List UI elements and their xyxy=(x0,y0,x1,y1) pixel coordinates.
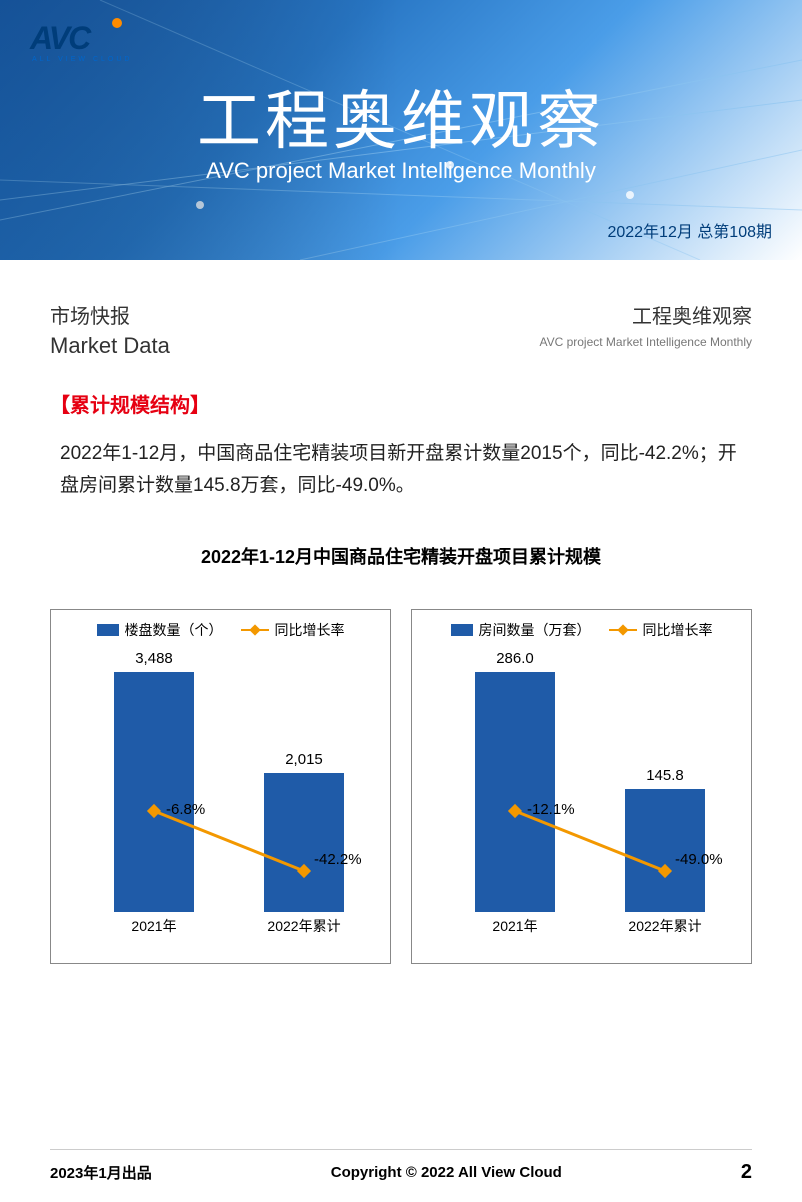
footer-date: 2023年1月出品 xyxy=(50,1162,152,1183)
legend-bar: 楼盘数量（个） xyxy=(97,620,223,640)
chart-line-overlay xyxy=(420,646,743,936)
banner-title: 工程奥维观察 xyxy=(0,70,802,162)
legend-line-swatch xyxy=(609,629,637,631)
growth-label: -6.8% xyxy=(166,801,205,818)
header-row: 市场快报 Market Data 工程奥维观察 AVC project Mark… xyxy=(50,300,752,359)
legend-bar-label: 楼盘数量（个） xyxy=(125,620,223,640)
logo-subtext: ALL VIEW CLOUD xyxy=(32,56,132,63)
chart-legend: 楼盘数量（个） 同比增长率 xyxy=(59,620,382,640)
legend-line: 同比增长率 xyxy=(609,620,713,640)
legend-line-swatch xyxy=(241,629,269,631)
footer-page: 2 xyxy=(741,1161,752,1184)
legend-bar: 房间数量（万套） xyxy=(451,620,591,640)
growth-label: -49.0% xyxy=(675,851,723,868)
legend-bar-swatch xyxy=(451,624,473,636)
footer-divider xyxy=(50,1149,752,1150)
chart-line-overlay xyxy=(59,646,382,936)
market-data-cn: 市场快报 xyxy=(50,300,170,329)
brand-cn: 工程奥维观察 xyxy=(539,300,752,329)
legend-line-label: 同比增长率 xyxy=(275,620,345,640)
section-title: 【累计规模结构】 xyxy=(50,389,752,418)
header-left: 市场快报 Market Data xyxy=(50,300,170,359)
chart-right: 房间数量（万套）同比增长率286.02021年145.82022年累计-12.1… xyxy=(411,609,752,964)
legend-bar-label: 房间数量（万套） xyxy=(479,620,591,640)
chart-left: 楼盘数量（个）同比增长率3,4882021年2,0152022年累计-6.8%-… xyxy=(50,609,391,964)
content: 市场快报 Market Data 工程奥维观察 AVC project Mark… xyxy=(0,260,802,964)
banner-subtitle: AVC project Market Intelligence Monthly xyxy=(0,158,802,184)
banner: AVC ALL VIEW CLOUD 工程奥维观察 AVC project Ma… xyxy=(0,0,802,260)
legend-line: 同比增长率 xyxy=(241,620,345,640)
logo-dot-icon xyxy=(112,18,122,28)
legend-bar-swatch xyxy=(97,624,119,636)
footer-copyright: Copyright © 2022 All View Cloud xyxy=(152,1164,741,1181)
body-paragraph: 2022年1-12月，中国商品住宅精装项目新开盘累计数量2015个，同比-42.… xyxy=(50,438,752,503)
growth-label: -42.2% xyxy=(314,851,362,868)
logo-text: AVC xyxy=(30,20,89,57)
charts-row: 楼盘数量（个）同比增长率3,4882021年2,0152022年累计-6.8%-… xyxy=(50,609,752,964)
banner-date: 2022年12月 总第108期 xyxy=(607,218,772,242)
chart-main-title: 2022年1-12月中国商品住宅精装开盘项目累计规模 xyxy=(50,543,752,569)
growth-label: -12.1% xyxy=(527,801,575,818)
chart-plot: 3,4882021年2,0152022年累计-6.8%-42.2% xyxy=(59,646,382,936)
chart-plot: 286.02021年145.82022年累计-12.1%-49.0% xyxy=(420,646,743,936)
brand-en: AVC project Market Intelligence Monthly xyxy=(539,335,752,349)
header-right: 工程奥维观察 AVC project Market Intelligence M… xyxy=(539,300,752,349)
footer: 2023年1月出品 Copyright © 2022 All View Clou… xyxy=(0,1161,802,1184)
market-data-en: Market Data xyxy=(50,333,170,359)
legend-line-label: 同比增长率 xyxy=(643,620,713,640)
chart-legend: 房间数量（万套） 同比增长率 xyxy=(420,620,743,640)
